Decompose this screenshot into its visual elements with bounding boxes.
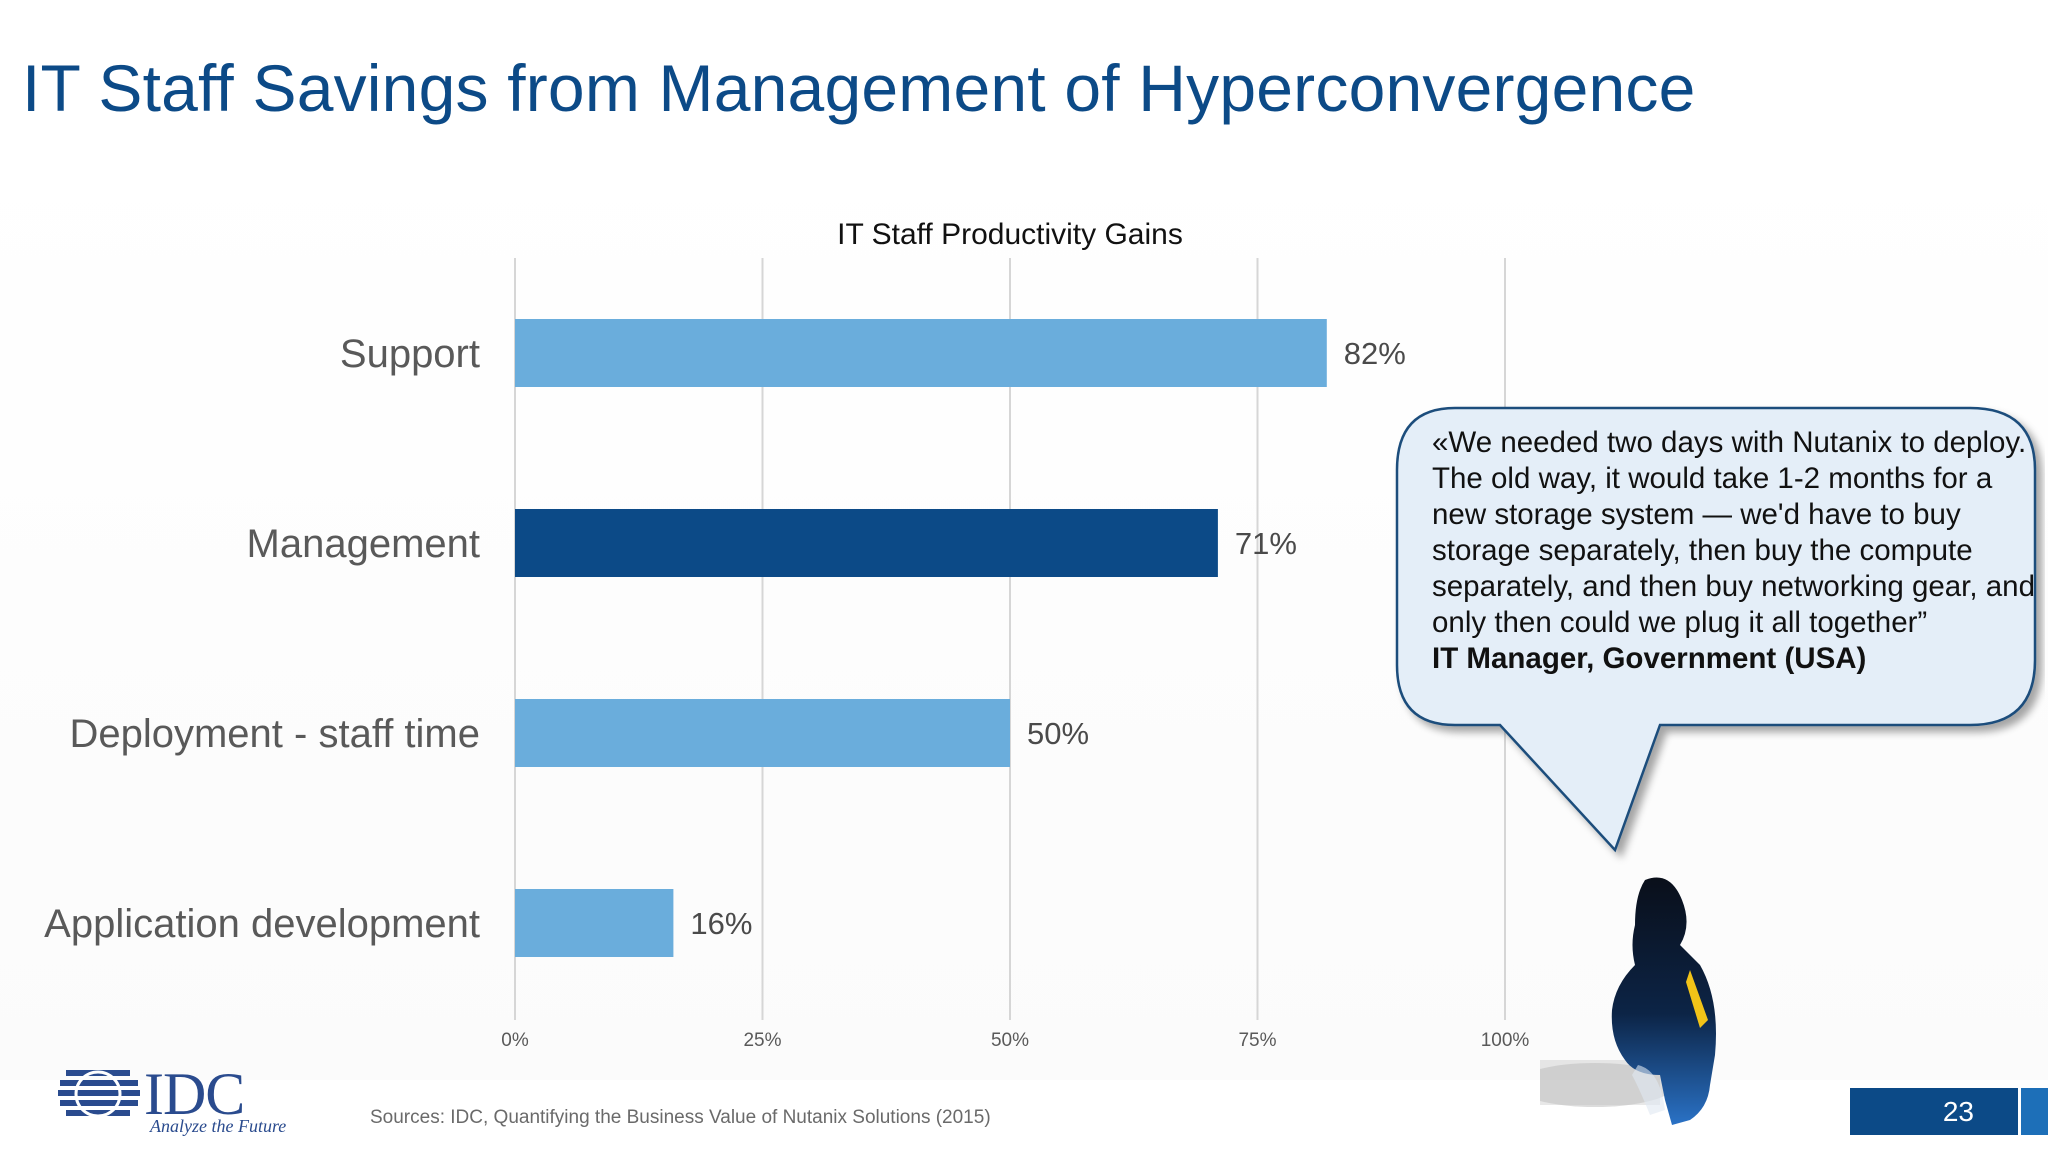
value-label: 50% bbox=[1027, 716, 1089, 751]
logo-wordmark: IDC bbox=[144, 1061, 245, 1127]
page-number: 23 bbox=[1942, 1096, 1974, 1127]
bar bbox=[515, 319, 1327, 387]
page-number-box: 23 bbox=[1850, 1088, 2018, 1135]
x-tick-label: 100% bbox=[1481, 1030, 1530, 1051]
x-tick-label: 75% bbox=[1238, 1030, 1276, 1051]
speech-bubble bbox=[1395, 406, 2037, 853]
bar bbox=[515, 509, 1218, 577]
bar bbox=[515, 889, 674, 957]
quote-attribution: IT Manager, Government (USA) bbox=[1432, 642, 1867, 675]
logo-tagline: Analyze the Future bbox=[150, 1116, 287, 1136]
bar-chart: IT Staff Productivity Gains 0% 25% 50% 75% 10… bbox=[44, 218, 1529, 1051]
page-number-accent bbox=[2021, 1088, 2048, 1135]
x-tick-label: 0% bbox=[501, 1030, 529, 1051]
category-label: Support bbox=[340, 332, 480, 376]
value-label: 71% bbox=[1235, 526, 1297, 561]
labels: IT Staff Productivity Gains 0% 25% 50% 75% 10… bbox=[44, 218, 1529, 1051]
bars bbox=[515, 319, 1327, 957]
slide-title: IT Staff Savings from Management of Hype… bbox=[22, 51, 1696, 125]
bar bbox=[515, 699, 1010, 767]
globe-logo-icon bbox=[58, 1070, 140, 1118]
category-label: Application development bbox=[44, 902, 480, 946]
category-label: Deployment - staff time bbox=[69, 712, 480, 756]
customer-quote: «We needed two days with Nutanix to depl… bbox=[1432, 425, 2042, 677]
value-label: 82% bbox=[1344, 336, 1406, 371]
source-note: Sources: IDC, Quantifying the Business V… bbox=[370, 1107, 991, 1128]
x-tick-label: 25% bbox=[743, 1030, 781, 1051]
businesswoman-illustration bbox=[1540, 877, 1716, 1125]
x-tick-label: 50% bbox=[991, 1030, 1029, 1051]
idc-logo: IDC Analyze the Future bbox=[58, 1061, 298, 1142]
quote-body: «We needed two days with Nutanix to depl… bbox=[1432, 426, 2035, 639]
category-label: Management bbox=[247, 522, 480, 566]
chart-title: IT Staff Productivity Gains bbox=[837, 218, 1183, 251]
value-label: 16% bbox=[690, 906, 752, 941]
